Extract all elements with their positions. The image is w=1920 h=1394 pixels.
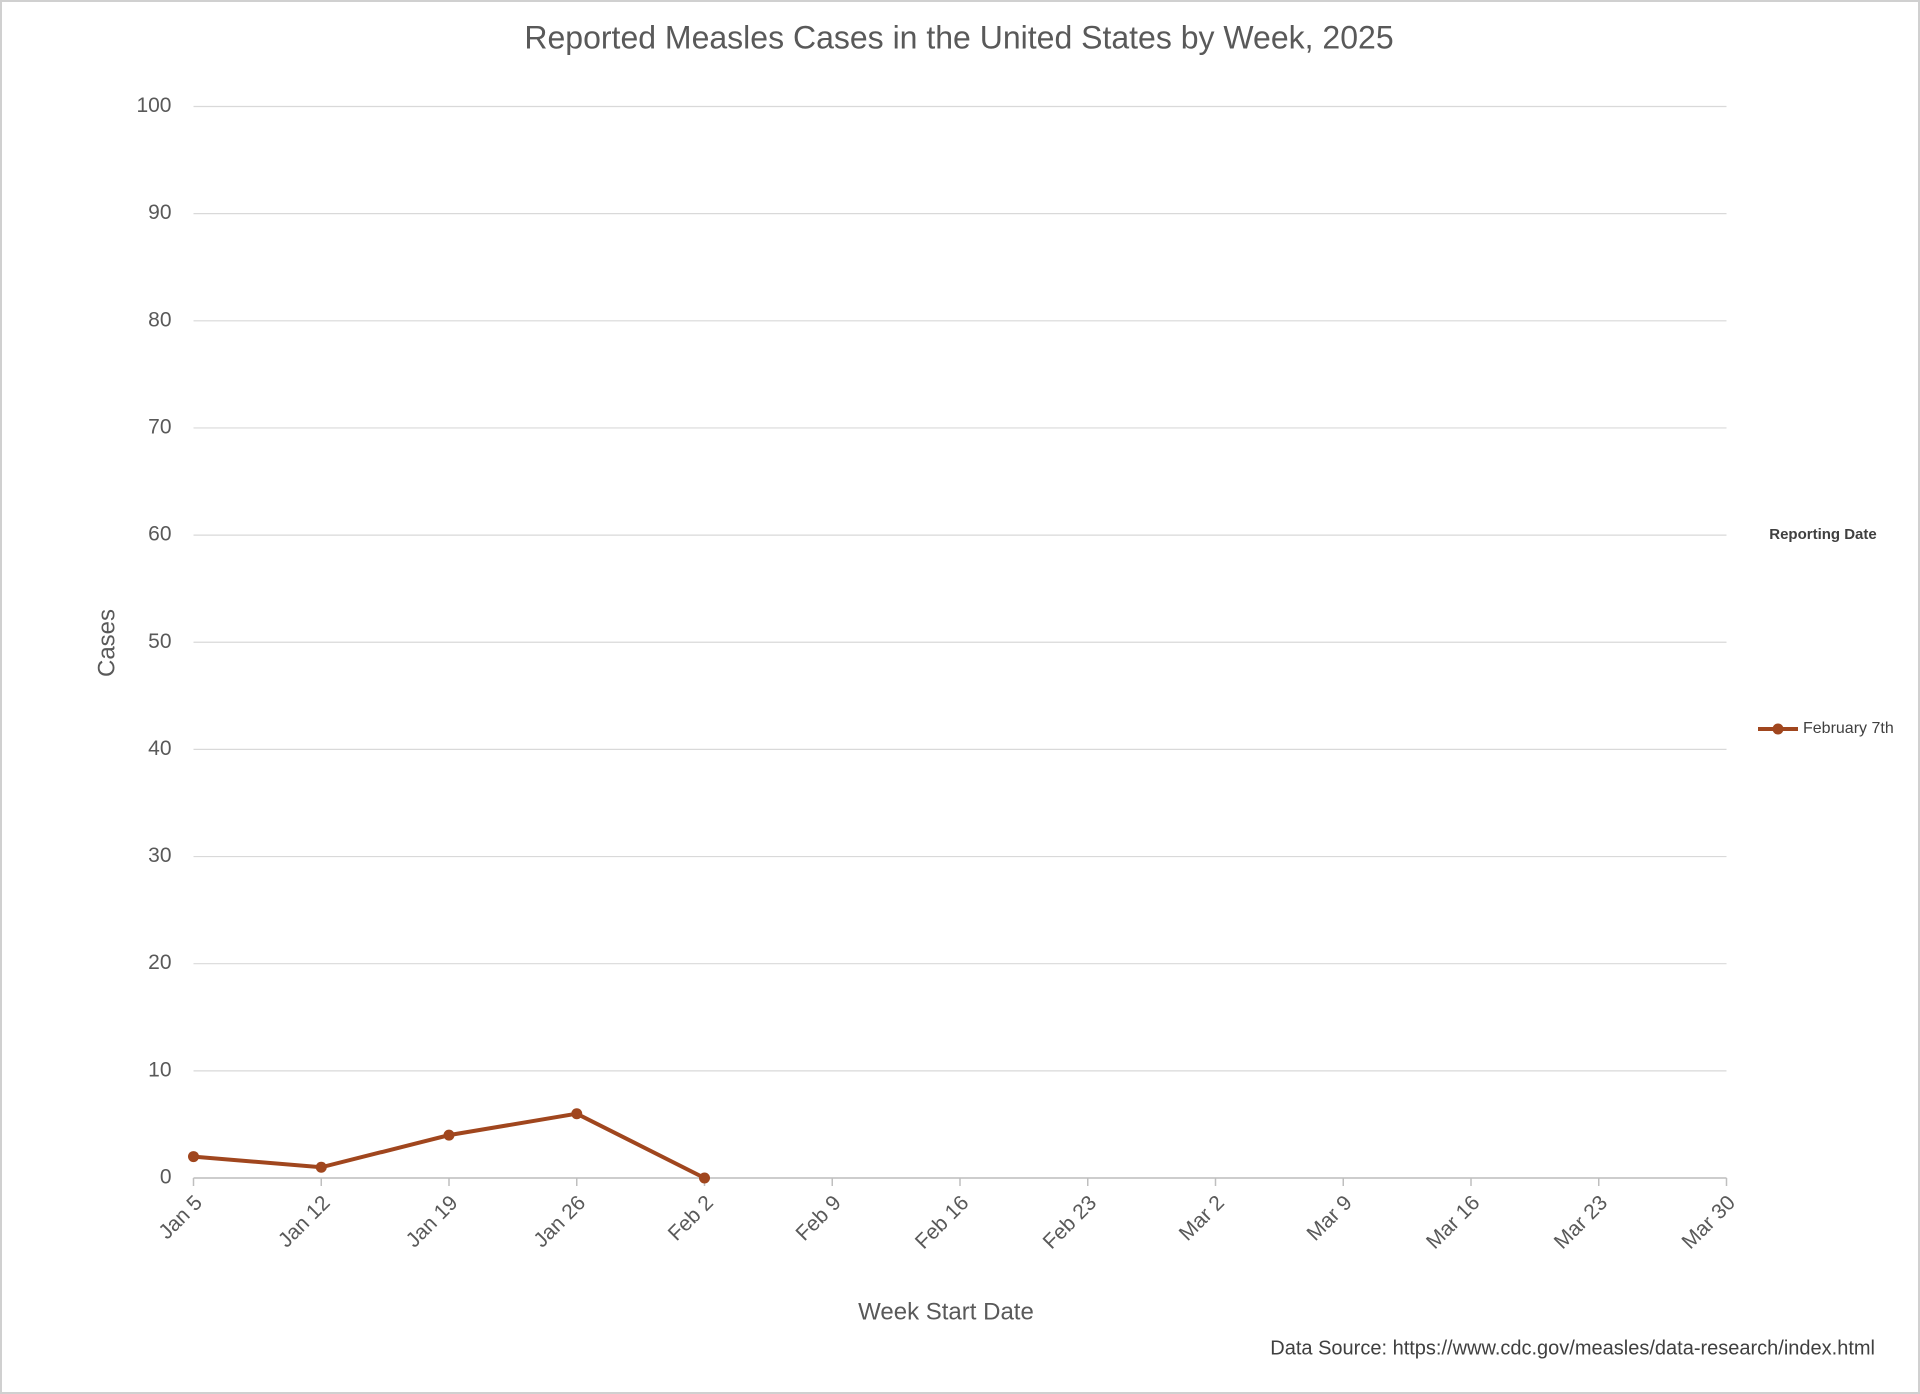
data-point	[315, 1161, 327, 1173]
y-tick-label: 30	[148, 844, 171, 867]
chart-title: Reported Measles Cases in the United Sta…	[524, 19, 1393, 55]
y-tick-label: 80	[148, 308, 171, 331]
y-tick-label: 10	[148, 1058, 171, 1081]
y-tick-label: 40	[148, 737, 171, 760]
y-tick-label: 20	[148, 951, 171, 974]
y-tick-label: 100	[136, 94, 171, 117]
legend-title: Reporting Date	[1769, 526, 1877, 543]
x-axis-label: Week Start Date	[858, 1298, 1034, 1325]
source-note: Data Source: https://www.cdc.gov/measles…	[1270, 1337, 1875, 1359]
data-point	[188, 1151, 199, 1163]
data-point	[699, 1172, 710, 1184]
legend-marker	[1772, 723, 1784, 735]
y-tick-label: 60	[148, 523, 171, 546]
y-tick-label: 70	[148, 415, 171, 438]
data-point	[571, 1108, 583, 1120]
y-axis-label: Cases	[93, 609, 120, 677]
legend-label: February 7th	[1803, 720, 1894, 737]
y-tick-label: 50	[148, 630, 171, 653]
y-tick-label: 0	[160, 1166, 172, 1189]
data-point	[443, 1129, 455, 1141]
y-tick-label: 90	[148, 201, 171, 224]
